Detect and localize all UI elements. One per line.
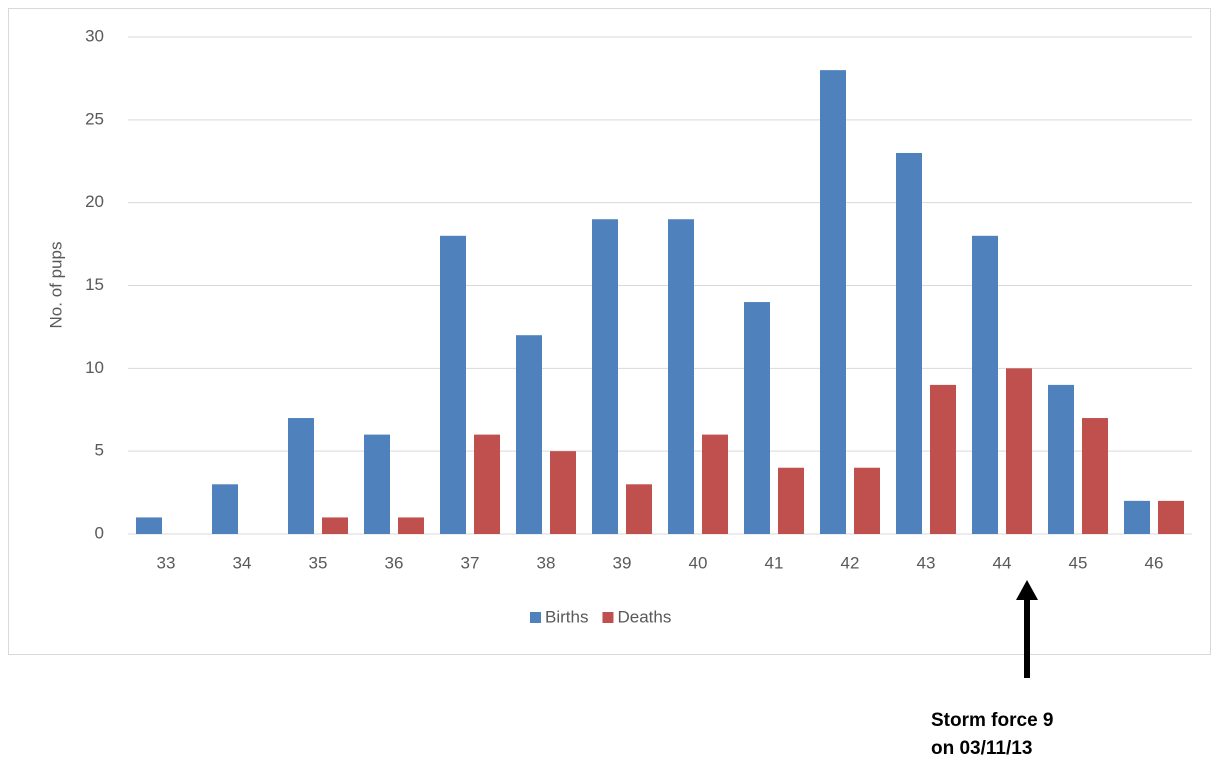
y-tick-label: 10 bbox=[85, 358, 104, 377]
x-tick-label: 37 bbox=[461, 553, 480, 572]
x-tick-label: 46 bbox=[1145, 553, 1164, 572]
x-tick-label: 41 bbox=[765, 553, 784, 572]
bar bbox=[440, 235, 466, 535]
bar bbox=[778, 467, 804, 534]
legend-label: Deaths bbox=[617, 607, 671, 626]
y-tick-label: 20 bbox=[85, 192, 104, 211]
bar bbox=[550, 451, 576, 534]
y-tick-label: 15 bbox=[85, 275, 104, 294]
bar bbox=[212, 484, 238, 534]
bar bbox=[364, 434, 390, 534]
legend-swatch bbox=[530, 612, 541, 623]
bar bbox=[136, 517, 162, 534]
bar bbox=[398, 517, 424, 534]
bar bbox=[626, 484, 652, 534]
bar bbox=[516, 335, 542, 534]
bar bbox=[322, 517, 348, 534]
legend-swatch bbox=[602, 612, 614, 623]
y-tick-label: 30 bbox=[85, 26, 104, 45]
y-tick-label: 0 bbox=[95, 523, 104, 542]
bar bbox=[930, 384, 956, 534]
bar bbox=[474, 434, 500, 534]
annotation-line: Storm force 9 bbox=[931, 710, 1053, 731]
annotation-arrowhead bbox=[1016, 580, 1038, 600]
y-tick-label: 25 bbox=[85, 109, 104, 128]
x-tick-label: 33 bbox=[157, 553, 176, 572]
bar bbox=[1158, 500, 1184, 534]
x-tick-label: 43 bbox=[917, 553, 936, 572]
bar bbox=[744, 302, 770, 534]
bar bbox=[1124, 500, 1150, 534]
bar bbox=[820, 70, 846, 534]
x-tick-label: 38 bbox=[537, 553, 556, 572]
bar bbox=[1048, 384, 1074, 534]
x-tick-label: 36 bbox=[385, 553, 404, 572]
bar bbox=[972, 235, 998, 535]
bar bbox=[854, 467, 880, 534]
x-tick-label: 40 bbox=[689, 553, 708, 572]
x-tick-label: 39 bbox=[613, 553, 632, 572]
bar bbox=[1006, 368, 1032, 534]
x-tick-label: 42 bbox=[841, 553, 860, 572]
y-tick-label: 5 bbox=[95, 441, 104, 460]
x-tick-label: 35 bbox=[309, 553, 328, 572]
bar bbox=[668, 219, 694, 534]
x-tick-label: 44 bbox=[993, 553, 1012, 572]
bar bbox=[896, 152, 922, 534]
y-axis-label: No. of pups bbox=[46, 242, 65, 329]
bar bbox=[1082, 418, 1108, 534]
annotation-line: on 03/11/13 bbox=[931, 738, 1032, 759]
x-tick-label: 34 bbox=[233, 553, 252, 572]
bar bbox=[288, 418, 314, 534]
bar bbox=[592, 219, 618, 534]
x-tick-label: 45 bbox=[1069, 553, 1088, 572]
bar bbox=[702, 434, 728, 534]
legend-label: Births bbox=[545, 607, 588, 626]
